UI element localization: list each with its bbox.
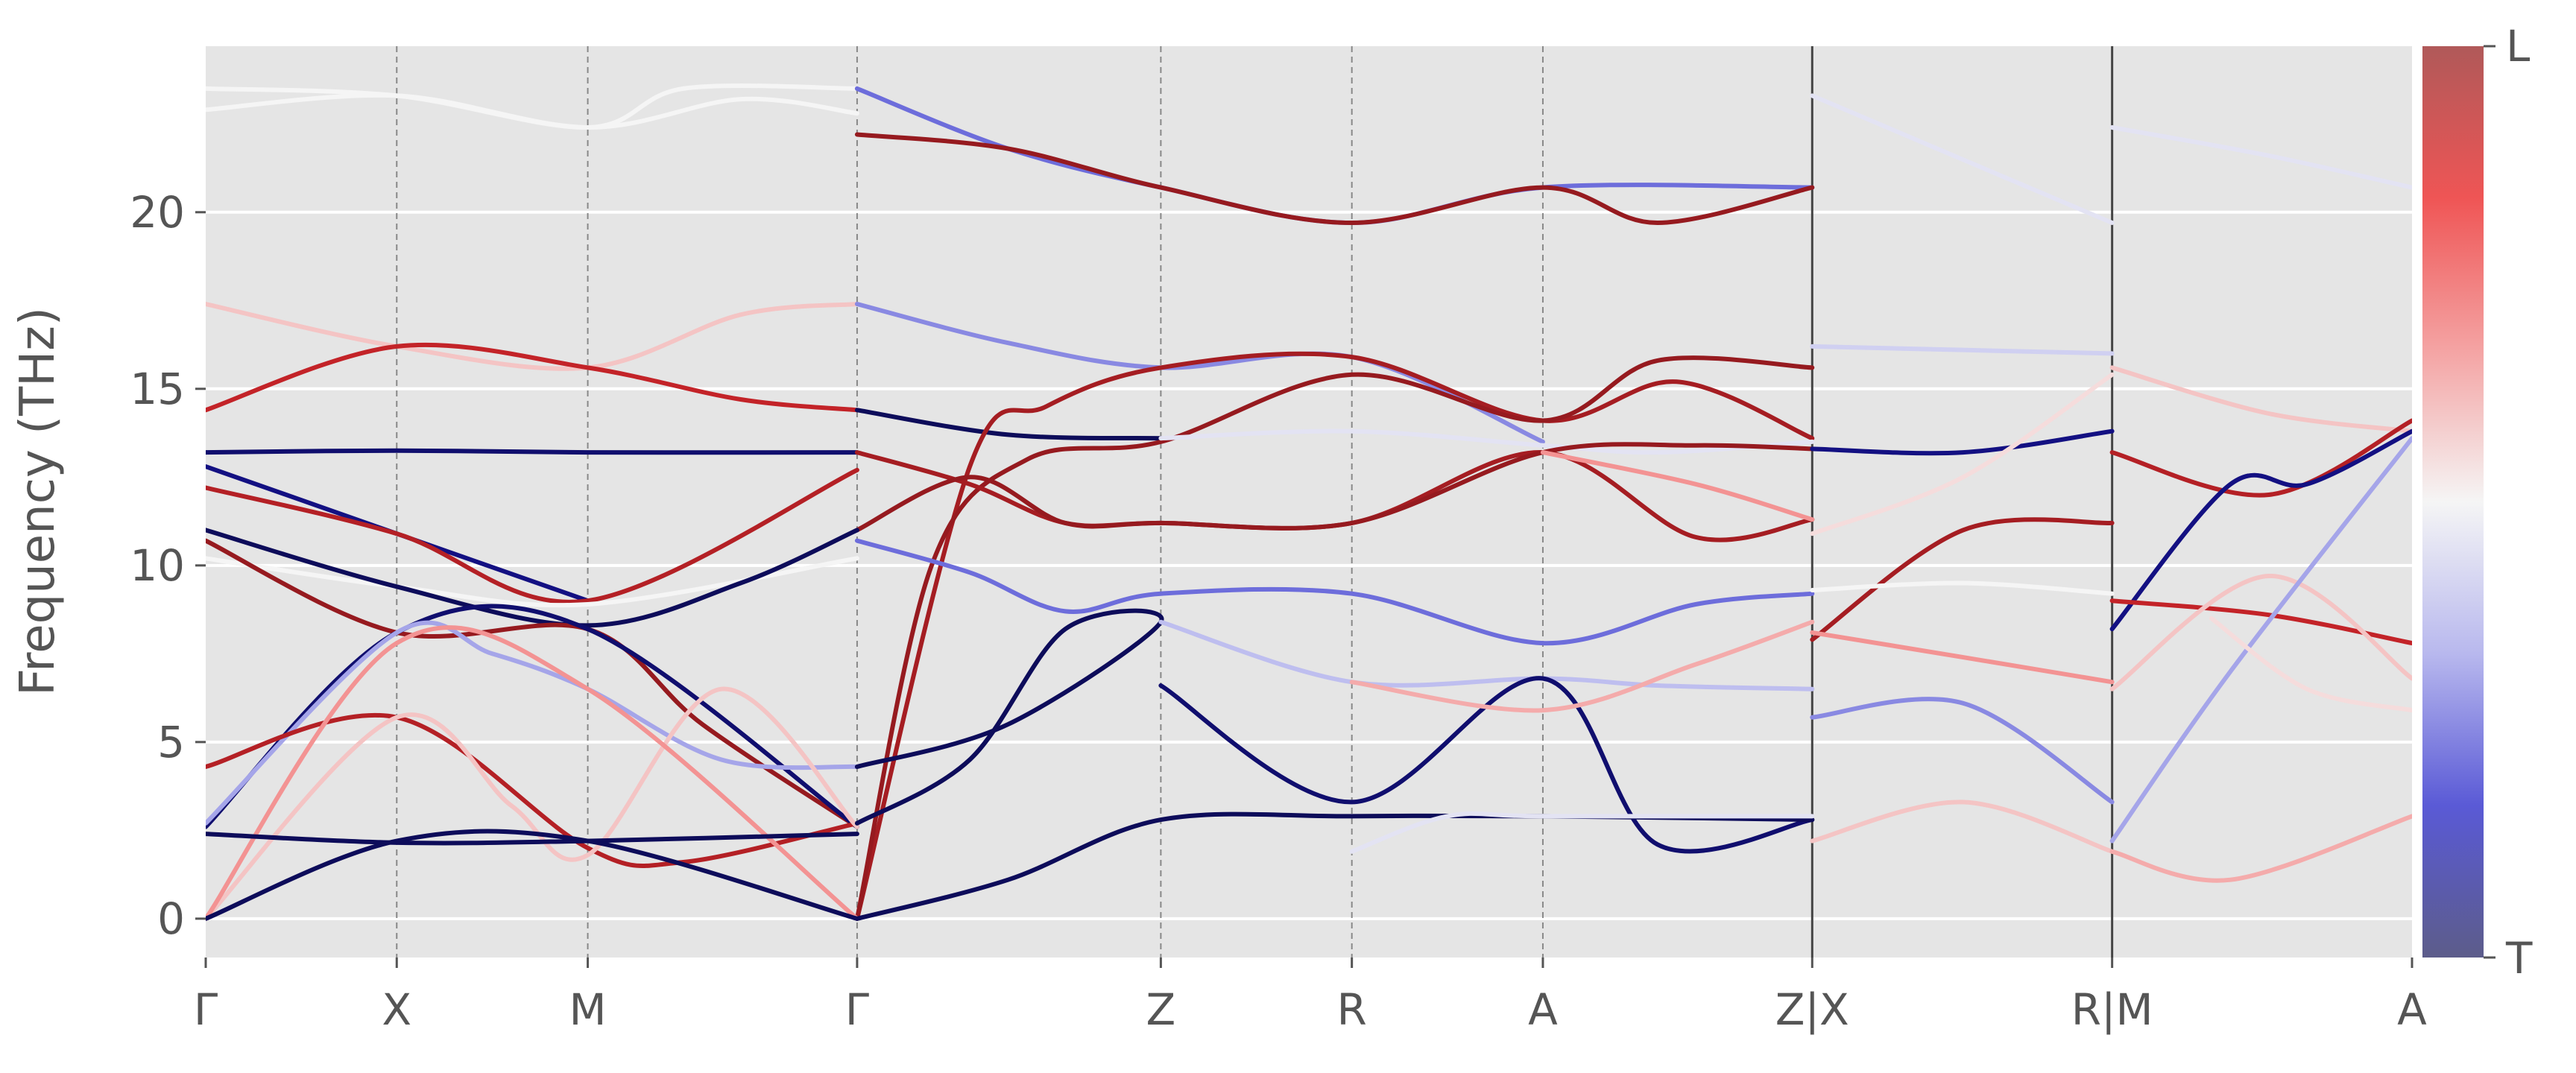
y-tick-label-0: 0 <box>157 893 185 944</box>
y-tick-label-4: 20 <box>130 187 185 238</box>
x-tick-label-1: X <box>382 984 411 1035</box>
band-47 <box>2109 598 2412 646</box>
band-15 <box>206 467 859 604</box>
band-25 <box>2109 418 2412 498</box>
band-45 <box>1810 800 2115 854</box>
x-tick-label-2: M <box>569 984 607 1035</box>
band-48 <box>2109 573 2412 691</box>
gridlines <box>206 210 2412 920</box>
x-tick-label-8: R|M <box>2071 984 2153 1035</box>
band-30 <box>206 712 859 869</box>
y-tick-label-2: 10 <box>130 540 185 591</box>
band-9 <box>854 408 1164 441</box>
band-1 <box>206 92 859 130</box>
band-18 <box>854 442 1815 533</box>
high-symmetry-lines <box>396 46 2114 958</box>
band-43 <box>1810 630 2115 685</box>
band-51 <box>2209 615 2412 713</box>
band-29 <box>206 620 859 826</box>
band-35 <box>854 538 1815 646</box>
band-lines <box>206 83 2412 921</box>
band-3 <box>854 132 1815 225</box>
band-46 <box>2109 428 2412 632</box>
x-axis-ticks: Γ X M Γ Z R A Z|X R|M A <box>194 958 2427 1035</box>
plot-background <box>206 46 2412 958</box>
x-tick-label-7: Z|X <box>1775 984 1849 1035</box>
band-24 <box>2109 365 2412 434</box>
band-22 <box>1810 517 2115 642</box>
band-34 <box>206 832 859 846</box>
band-11 <box>854 355 1815 921</box>
band-41 <box>1349 811 1815 854</box>
x-tick-label-0: Γ <box>194 984 218 1035</box>
colorbar-top-label: L <box>2506 21 2530 72</box>
band-32 <box>206 625 859 921</box>
band-20 <box>1810 344 2115 356</box>
x-tick-label-9: A <box>2397 984 2427 1035</box>
band-6 <box>206 302 859 371</box>
y-tick-label-1: 5 <box>157 717 185 767</box>
x-tick-label-6: A <box>1528 984 1558 1035</box>
band-42 <box>1810 580 2115 596</box>
band-37 <box>1158 619 1815 691</box>
band-13 <box>206 448 859 455</box>
band-40 <box>1349 619 1815 713</box>
colorbar-bar <box>2422 46 2484 958</box>
band-19 <box>1540 450 1815 522</box>
band-10 <box>854 351 1815 921</box>
y-axis-ticks: 0 5 10 15 20 <box>130 187 206 944</box>
band-38 <box>1158 676 1815 854</box>
band-12 <box>1158 428 1815 455</box>
x-tick-label-3: Γ <box>845 984 869 1035</box>
band-5 <box>2109 125 2412 190</box>
band-50 <box>2109 814 2412 883</box>
y-tick-label-3: 15 <box>130 364 185 414</box>
colorbar: L T <box>2422 21 2533 984</box>
band-7 <box>206 342 859 413</box>
y-axis-label: Frequency (THz) <box>10 307 66 696</box>
band-44 <box>1810 697 2115 805</box>
colorbar-bottom-label: T <box>2505 933 2533 984</box>
x-tick-label-4: Z <box>1146 984 1176 1035</box>
band-23 <box>1810 372 2115 536</box>
band-21 <box>1810 428 2115 456</box>
band-33 <box>206 829 859 921</box>
band-49 <box>2109 436 2412 843</box>
x-tick-label-5: R <box>1337 984 1367 1035</box>
band-36 <box>854 608 1164 826</box>
band-4 <box>1810 93 2115 225</box>
